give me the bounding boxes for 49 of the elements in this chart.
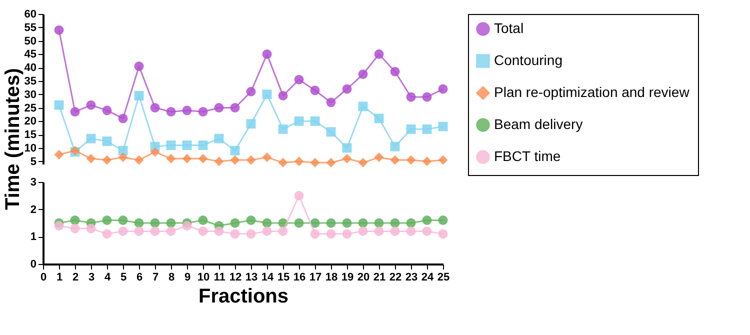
x-tick-label: 21 <box>373 272 386 284</box>
x-tick-label: 15 <box>277 272 290 284</box>
x-tick-label: 5 <box>120 272 127 284</box>
x-tick-label: 24 <box>421 272 434 284</box>
x-tick-label: 6 <box>136 272 143 284</box>
y-tick-label: 20 <box>24 116 36 128</box>
y-tick-label: 2 <box>30 204 36 216</box>
x-tick-label: 3 <box>88 272 95 284</box>
y-tick-label: 3 <box>30 176 36 188</box>
y-tick-label: 50 <box>24 35 36 48</box>
y-tick-label: 5 <box>30 156 36 168</box>
x-tick-label: 9 <box>184 272 191 284</box>
x-tick-label: 16 <box>293 272 306 284</box>
legend-label: Plan re-optimization and review <box>494 84 690 100</box>
y-tick-label: 10 <box>24 142 36 154</box>
y-tick-label: 35 <box>24 75 36 88</box>
x-tick-label: 17 <box>309 272 322 284</box>
y-tick-label: 60 <box>24 8 36 20</box>
y-tick-label: 45 <box>24 48 36 61</box>
x-tick-label: 14 <box>261 272 274 284</box>
x-tick-label: 2 <box>72 272 79 284</box>
x-tick-label: 0 <box>40 272 47 284</box>
y-tick-label: 30 <box>24 88 36 101</box>
y-tick-label: 0 <box>30 258 36 270</box>
x-tick-label: 7 <box>152 272 159 284</box>
y-axis-title: Time (minutes) <box>2 68 24 210</box>
x-tick-label: 13 <box>245 272 258 284</box>
y-tick-label: 55 <box>24 22 36 34</box>
legend-label: Total <box>494 20 524 36</box>
x-tick-label: 1 <box>56 272 63 284</box>
x-tick-label: 18 <box>325 272 338 284</box>
x-tick-label: 25 <box>437 272 450 284</box>
x-tick-label: 10 <box>197 272 210 284</box>
legend-label: FBCT time <box>494 148 561 164</box>
x-tick-label: 23 <box>405 272 418 284</box>
legend-label: Beam delivery <box>494 116 583 132</box>
legend-label: Contouring <box>494 52 562 68</box>
x-axis-title: Fractions <box>198 286 289 308</box>
x-tick-label: 4 <box>104 272 112 284</box>
y-tick-label: 1 <box>30 231 36 244</box>
x-tick-label: 19 <box>341 272 354 284</box>
y-tick-label: 25 <box>24 102 36 114</box>
x-tick-label: 22 <box>389 272 402 284</box>
y-tick-label: 40 <box>24 62 36 74</box>
x-tick-label: 20 <box>357 272 370 284</box>
y-tick-label: 15 <box>24 129 36 142</box>
x-tick-label: 8 <box>168 272 175 284</box>
x-tick-label: 12 <box>229 272 242 284</box>
x-tick-label: 11 <box>214 272 226 284</box>
